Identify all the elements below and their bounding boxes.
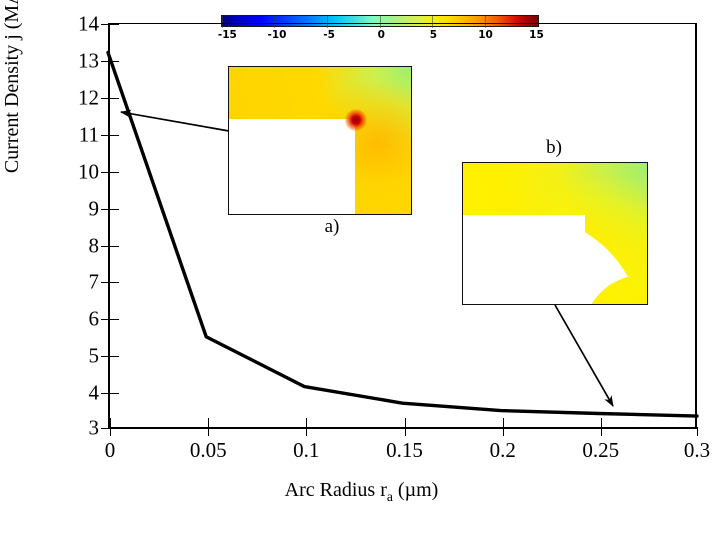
colorbar-tick-label: 15	[529, 29, 544, 41]
y-tick	[101, 428, 110, 429]
x-tick-inner	[600, 418, 602, 427]
y-tick-inner	[110, 171, 119, 173]
x-axis-title-subscript: a	[386, 489, 393, 504]
x-tick-label: 0.3	[683, 438, 711, 462]
x-tick-inner	[208, 418, 210, 427]
y-tick-label: 10	[78, 159, 99, 184]
y-tick	[101, 208, 110, 210]
y-tick-label: 6	[88, 306, 100, 331]
y-tick-inner	[110, 60, 119, 62]
y-tick-label: 8	[88, 233, 100, 257]
x-tick-inner	[502, 418, 504, 427]
y-tick	[101, 24, 110, 25]
y-tick-label: 7	[88, 269, 100, 294]
y-tick-label: 13	[78, 48, 99, 73]
y-tick-inner	[110, 393, 119, 395]
y-tick	[101, 319, 110, 321]
colorbar-tick-label: 0	[377, 29, 385, 41]
x-tick	[502, 427, 504, 436]
plot-area: 14 13 12 11 10 9 8 7 6 5 4 3	[78, 13, 710, 461]
x-tick-inner	[306, 418, 308, 427]
colorbar-tick	[222, 16, 223, 28]
y-tick-label: 3	[88, 415, 100, 440]
y-tick-inner	[110, 208, 119, 210]
colorbar-tick	[274, 16, 276, 28]
x-tick-label: 0.2	[489, 438, 516, 462]
y-tick	[101, 356, 110, 358]
y-tick-inner	[110, 97, 119, 99]
y-tick	[101, 171, 110, 173]
x-tick-inner	[404, 418, 406, 427]
y-tick-label: 11	[78, 122, 99, 147]
colorbar-gradient	[221, 15, 539, 28]
colorbar-tick	[432, 16, 434, 28]
y-tick	[101, 393, 110, 395]
x-tick-label: 0.05	[189, 438, 227, 462]
y-tick-inner	[110, 24, 119, 25]
x-tick-label: 0	[104, 438, 116, 462]
y-tick	[101, 245, 110, 247]
y-axis-title-main: Current Density j (MA/cm	[0, 0, 23, 174]
y-tick-inner	[110, 245, 119, 247]
x-tick-inner	[110, 418, 111, 427]
x-axis-title: Arc Radius ra (µm)	[0, 479, 723, 505]
x-tick-label: 0.1	[293, 438, 320, 462]
x-tick	[697, 427, 698, 436]
colorbar-tick-label: -15	[217, 29, 237, 41]
colorbar-tick	[485, 16, 487, 28]
y-tick	[101, 282, 110, 284]
colorbar-tick-label: 10	[478, 29, 493, 41]
y-tick-label: 14	[78, 11, 99, 36]
x-tick	[306, 427, 308, 436]
colorbar: -15 -10 -5 0 5 10 15	[217, 15, 544, 49]
y-axis-title: Current Density j (MA/cm2)	[0, 0, 24, 173]
x-axis-title-tail: (µm)	[392, 479, 439, 501]
y-tick-inner	[110, 134, 119, 136]
x-tick	[600, 427, 602, 436]
y-tick-label: 4	[88, 380, 100, 405]
y-tick-inner	[110, 282, 119, 284]
y-tick-label: 12	[78, 85, 99, 110]
y-tick	[101, 134, 110, 136]
colorbar-tick	[327, 16, 329, 28]
y-tick	[101, 97, 110, 99]
colorbar-tick-label: -5	[323, 29, 335, 41]
colorbar-tick-label: 5	[429, 29, 438, 41]
y-tick-inner	[110, 319, 119, 321]
y-tick-label: 9	[88, 196, 100, 220]
x-tick	[404, 427, 406, 436]
y-tick-label: 5	[88, 343, 100, 368]
colorbar-tick-label: -10	[267, 29, 287, 41]
y-tick	[101, 60, 110, 62]
colorbar-tick	[380, 16, 381, 28]
x-tick-label: 0.15	[386, 438, 423, 462]
x-tick	[208, 427, 210, 436]
x-tick	[110, 427, 111, 436]
x-axis-title-main: Arc Radius r	[284, 479, 387, 501]
x-tick-label: 0.25	[582, 438, 620, 462]
y-tick-inner	[110, 356, 119, 358]
